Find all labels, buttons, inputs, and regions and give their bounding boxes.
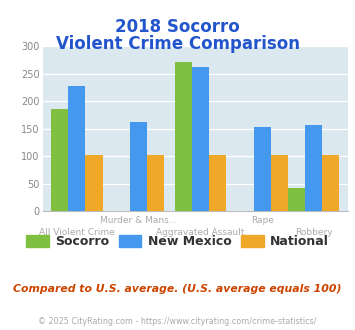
Text: Robbery: Robbery xyxy=(295,228,332,237)
Text: Aggravated Assault: Aggravated Assault xyxy=(156,228,245,237)
Text: All Violent Crime: All Violent Crime xyxy=(39,228,115,237)
Bar xyxy=(271,155,288,211)
Bar xyxy=(209,155,226,211)
Text: 2018 Socorro: 2018 Socorro xyxy=(115,18,240,36)
Text: Rape: Rape xyxy=(251,216,274,225)
Bar xyxy=(192,67,209,211)
Text: Compared to U.S. average. (U.S. average equals 100): Compared to U.S. average. (U.S. average … xyxy=(13,284,342,294)
Bar xyxy=(68,86,86,211)
Bar xyxy=(175,62,192,211)
Bar xyxy=(322,155,339,211)
Text: © 2025 CityRating.com - https://www.cityrating.com/crime-statistics/: © 2025 CityRating.com - https://www.city… xyxy=(38,317,317,326)
Bar xyxy=(305,125,322,211)
Bar xyxy=(288,188,305,211)
Bar xyxy=(253,127,271,211)
Text: Violent Crime Comparison: Violent Crime Comparison xyxy=(55,35,300,53)
Legend: Socorro, New Mexico, National: Socorro, New Mexico, National xyxy=(21,230,334,253)
Text: Murder & Mans...: Murder & Mans... xyxy=(100,216,178,225)
Bar xyxy=(86,155,103,211)
Bar xyxy=(130,122,147,211)
Bar xyxy=(51,110,68,211)
Bar xyxy=(147,155,164,211)
